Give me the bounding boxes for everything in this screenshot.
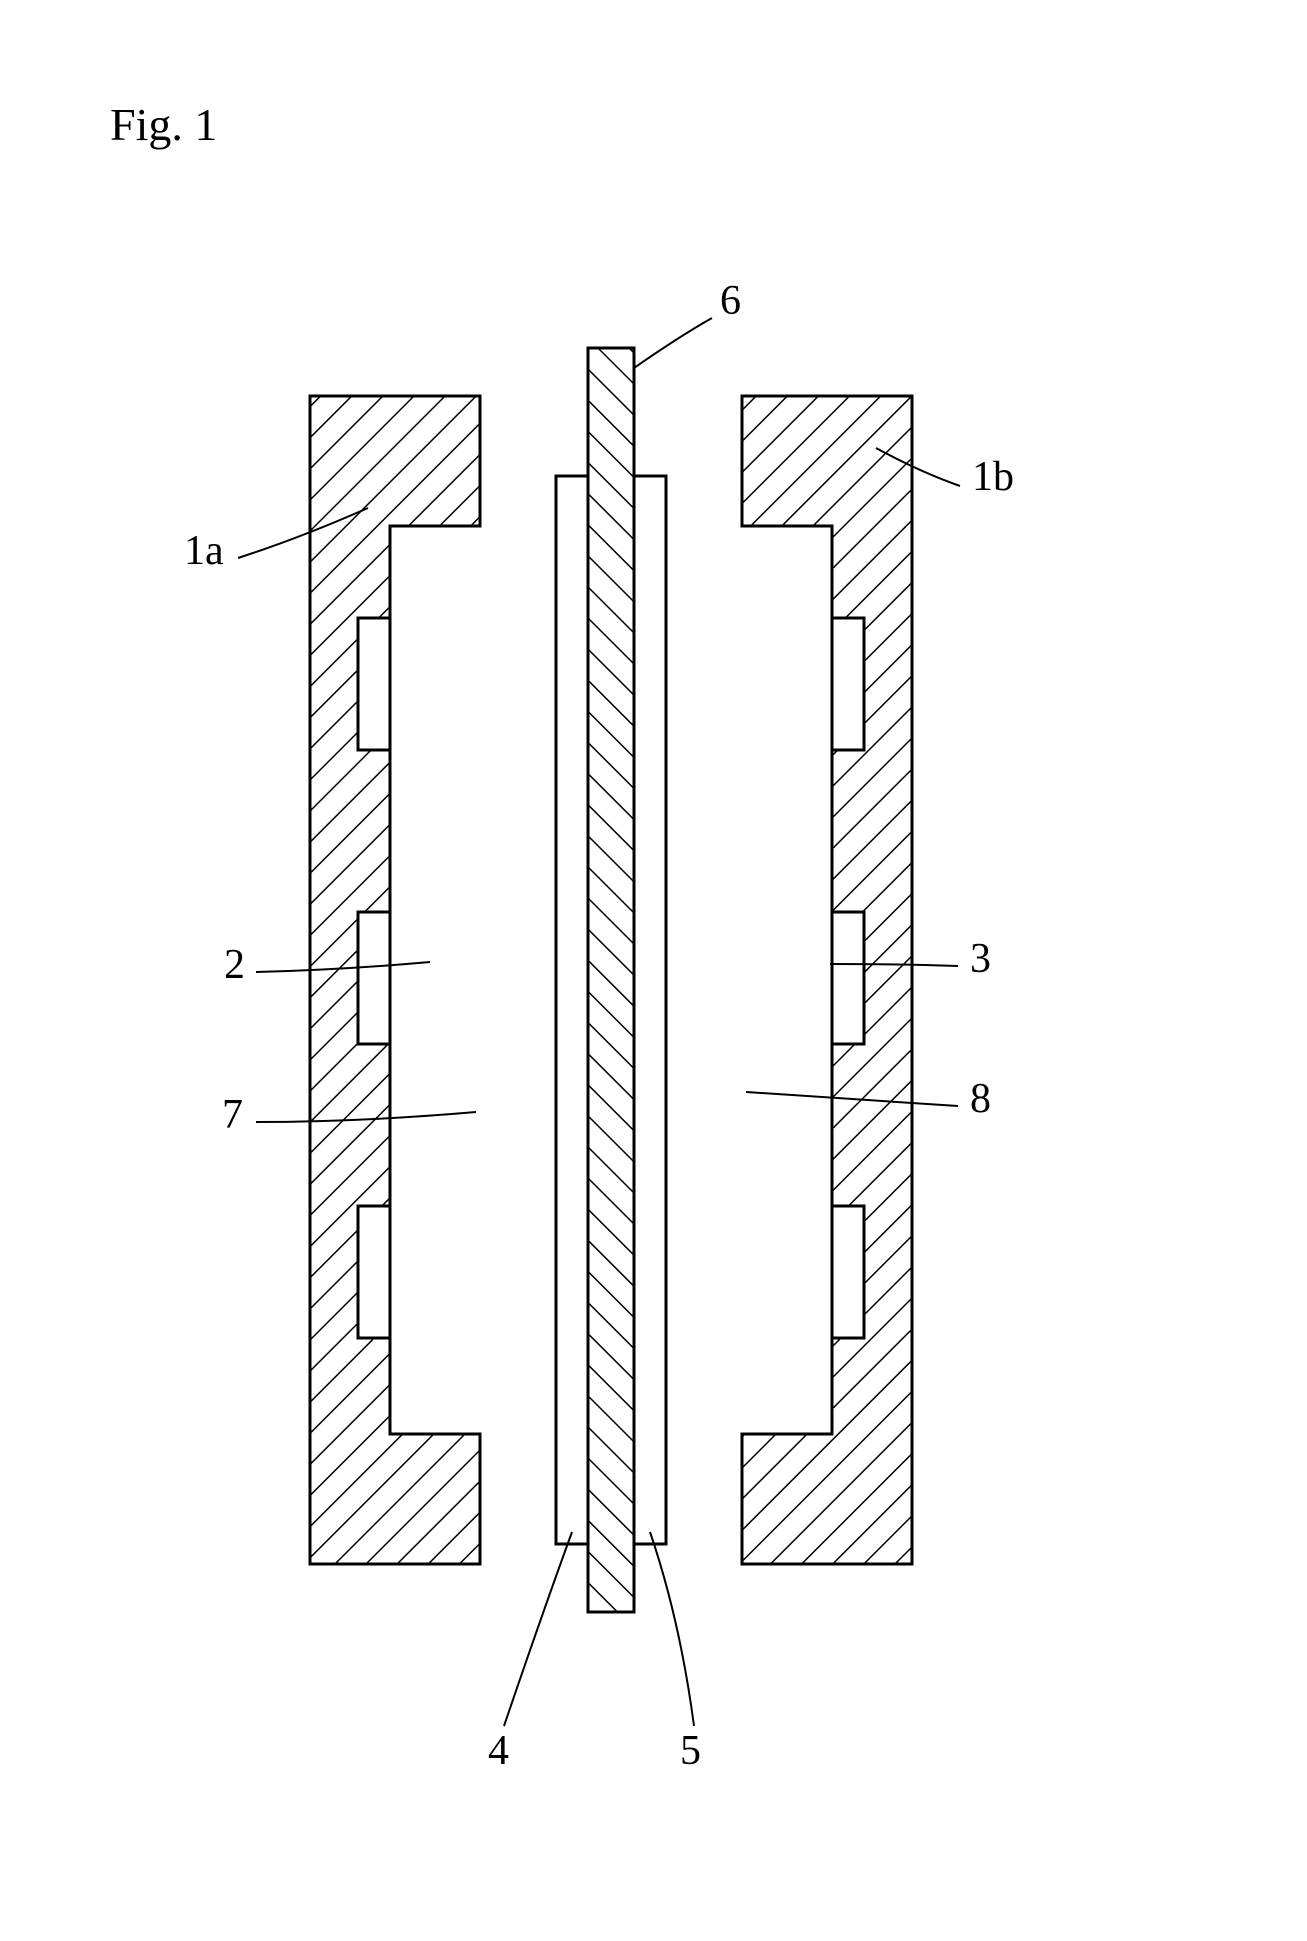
electrode-left <box>556 476 588 1544</box>
membrane <box>588 348 634 1612</box>
label-2: 2 <box>224 942 245 988</box>
separator-right <box>742 396 912 1564</box>
separator-left <box>310 396 480 1564</box>
label-7: 7 <box>222 1092 243 1138</box>
label-3: 3 <box>970 936 991 982</box>
label-5: 5 <box>680 1728 701 1774</box>
label-1b: 1b <box>972 454 1014 500</box>
callout-6: 6 <box>634 278 741 368</box>
electrode-right <box>634 476 666 1544</box>
label-8: 8 <box>970 1076 991 1122</box>
label-6: 6 <box>720 278 741 324</box>
label-4: 4 <box>488 1728 509 1774</box>
label-1a: 1a <box>184 528 224 574</box>
figure-title: Fig. 1 <box>110 99 217 150</box>
callout-5: 5 <box>650 1532 701 1774</box>
callout-4: 4 <box>488 1532 572 1774</box>
